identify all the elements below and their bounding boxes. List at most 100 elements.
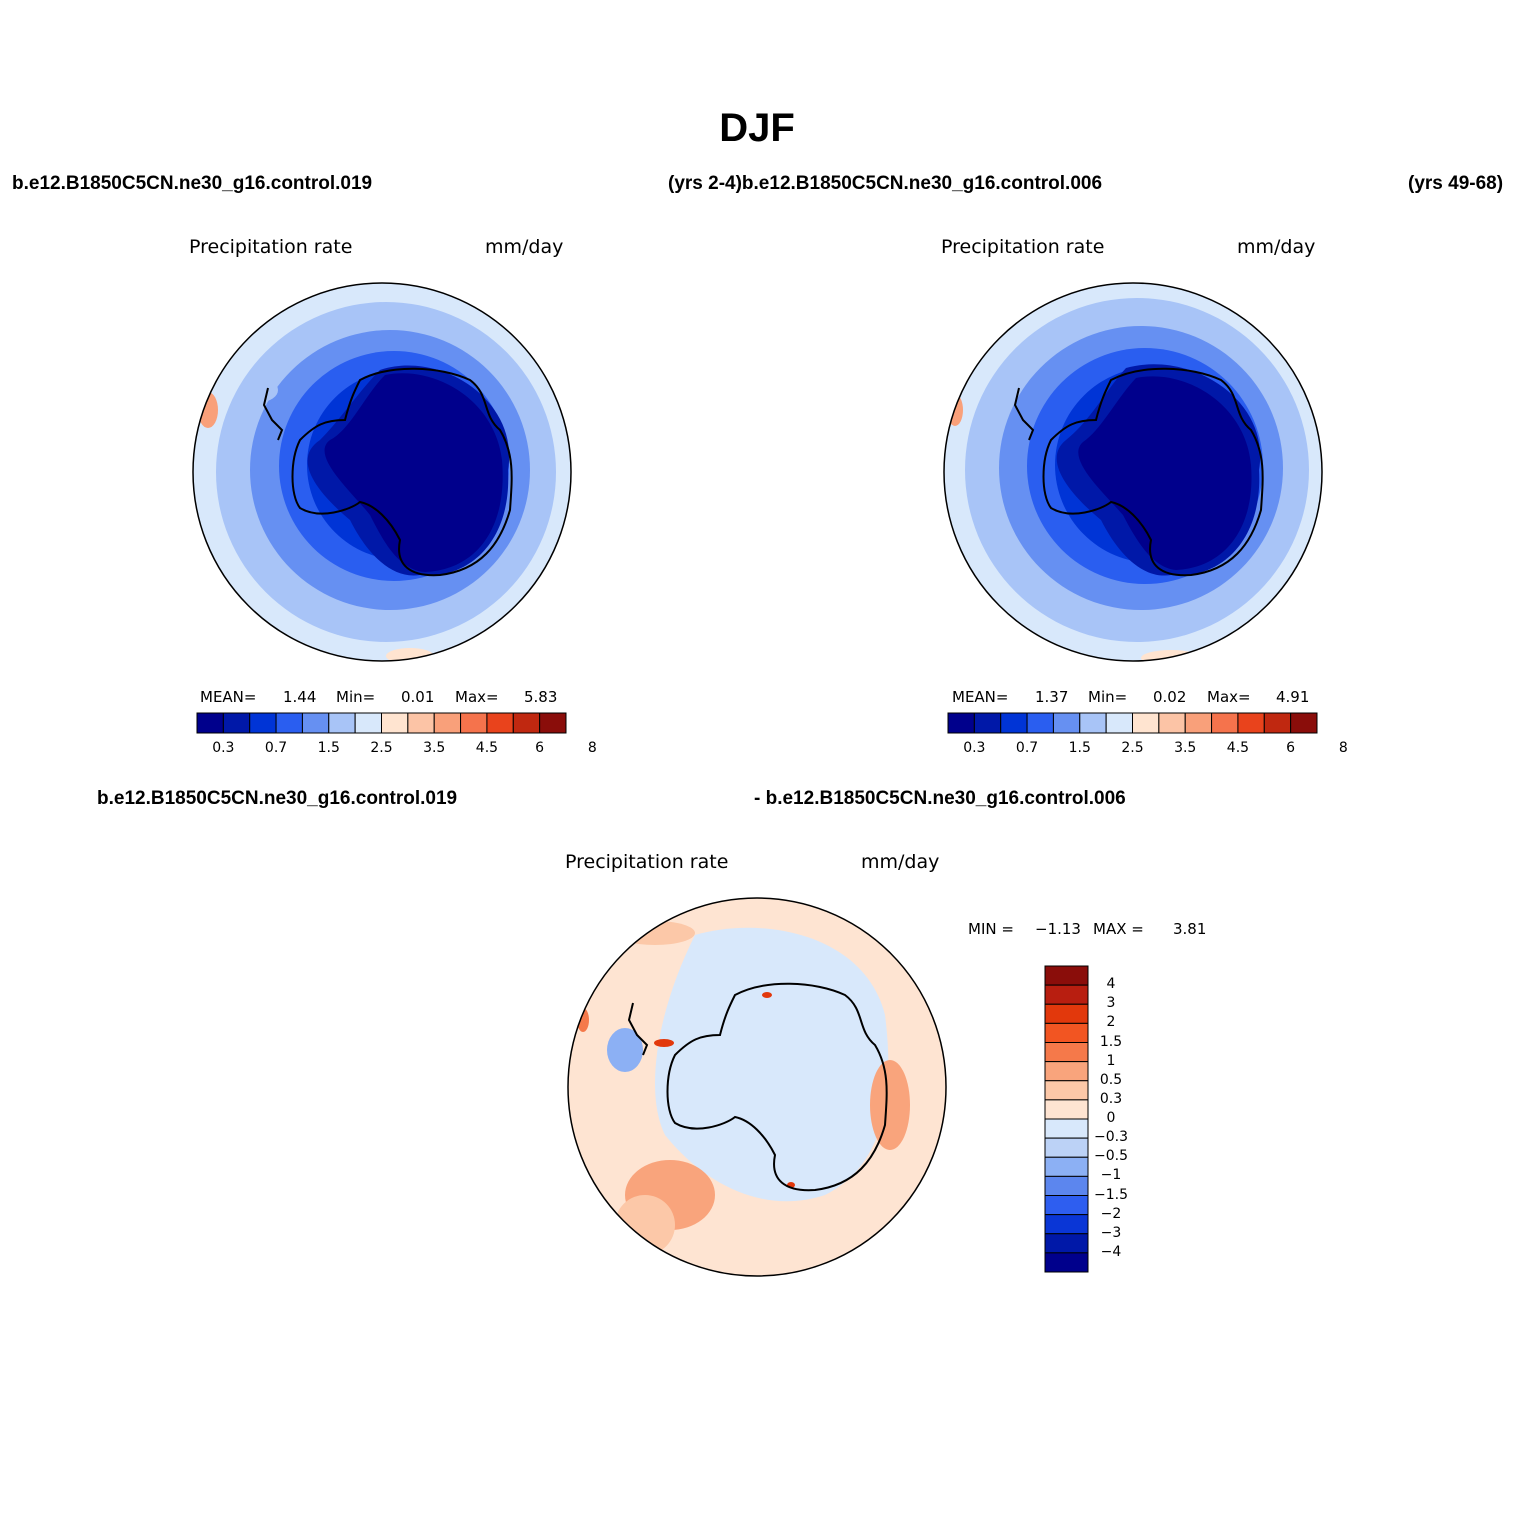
- diff-colorbar-swatch: [1044, 984, 1089, 1005]
- panel2-mean-label: MEAN=: [952, 688, 1009, 706]
- case-a-years: (yrs 2-4)b.e12.B1850C5CN.ne30_g16.contro…: [668, 173, 1102, 195]
- diff-colorbar-swatch: [1044, 1080, 1089, 1101]
- colorbar-swatch: [1237, 712, 1265, 734]
- colorbar-tick-label: 4.5: [475, 740, 499, 756]
- colorbar-swatch: [460, 712, 488, 734]
- colorbar-swatch: [433, 712, 462, 734]
- colorbar-swatch: [1263, 712, 1292, 734]
- colorbar-swatch: [354, 712, 382, 734]
- colorbar-swatch: [196, 712, 224, 734]
- panel1-polar-map: [192, 282, 572, 662]
- diff-colorbar-swatch: [1044, 1022, 1089, 1043]
- colorbar-swatch: [328, 712, 356, 734]
- diff-colorbar-swatch: [1044, 1137, 1089, 1158]
- colorbar-swatch: [275, 712, 303, 734]
- diff-colorbar-tick-label: 4: [1106, 976, 1116, 993]
- colorbar-swatch: [1211, 712, 1239, 734]
- diff-units-label: mm/day: [861, 851, 940, 873]
- panel2-units-label: mm/day: [1237, 236, 1316, 258]
- colorbar-swatch: [249, 712, 277, 734]
- colorbar-tick-label: 6: [535, 740, 545, 756]
- diff-polar-map: [567, 897, 947, 1277]
- diff-colorbar-swatch: [1044, 1061, 1089, 1082]
- panel1-max-value: 5.83: [524, 688, 558, 706]
- panel2-min-value: 0.02: [1153, 688, 1187, 706]
- panel2-max-label: Max=: [1207, 688, 1251, 706]
- colorbar-tick-label: 1.5: [317, 740, 340, 756]
- diff-colorbar-tick-label: −0.5: [1094, 1148, 1128, 1165]
- colorbar-swatch: [301, 712, 330, 734]
- diff-colorbar-tick-label: −1.5: [1094, 1186, 1128, 1203]
- case-a-years-text: (yrs 2-4): [668, 173, 742, 194]
- diff-colorbar-tick-label: −1: [1100, 1167, 1122, 1184]
- panel1-mean-value: 1.44: [283, 688, 317, 706]
- colorbar-swatch: [973, 712, 1002, 734]
- diff-colorbar-swatch: [1044, 1214, 1089, 1235]
- panel2-colorbar: [947, 712, 1318, 734]
- diff-colorbar-swatch: [1044, 1195, 1089, 1216]
- diff-colorbar-tick-label: −3: [1100, 1224, 1122, 1241]
- colorbar-tick-label: 1.5: [1068, 740, 1091, 756]
- colorbar-tick-label: 0.7: [1015, 740, 1039, 756]
- diff-colorbar-tick-label: 1.5: [1099, 1033, 1123, 1050]
- case-b-years: (yrs 49-68): [1408, 173, 1504, 194]
- colorbar-swatch: [222, 712, 251, 734]
- diff-colorbar-tick-label: 0.5: [1099, 1071, 1123, 1088]
- panel1-field-label: Precipitation rate: [189, 236, 353, 258]
- colorbar-swatch: [1026, 712, 1054, 734]
- diff-colorbar-tick-label: −0.3: [1094, 1129, 1128, 1146]
- colorbar-swatch: [1105, 712, 1133, 734]
- panel1-units-label: mm/day: [485, 236, 564, 258]
- diff-colorbar-swatch: [1044, 1175, 1089, 1196]
- diff-max-label: MAX =: [1093, 920, 1144, 938]
- panel1-min-value: 0.01: [401, 688, 435, 706]
- case-a-title: b.e12.B1850C5CN.ne30_g16.control.019: [12, 173, 373, 194]
- colorbar-tick-label: 0.3: [963, 740, 986, 756]
- panel2-min-label: Min=: [1088, 688, 1128, 706]
- diff-colorbar-tick-label: 0: [1106, 1110, 1116, 1126]
- diff-colorbar-swatch: [1044, 1118, 1089, 1139]
- diff-colorbar-swatch: [1044, 1156, 1089, 1177]
- colorbar-tick-label: 4.5: [1226, 740, 1250, 756]
- diff-max-value: 3.81: [1173, 920, 1207, 938]
- panel1-min-label: Min=: [336, 688, 376, 706]
- diff-colorbar-tick-label: 1: [1106, 1052, 1116, 1069]
- panel1-max-label: Max=: [455, 688, 499, 706]
- diff-colorbar-tick-label: −4: [1100, 1243, 1122, 1260]
- colorbar-swatch: [1079, 712, 1107, 734]
- diff-colorbar-swatch: [1044, 965, 1089, 986]
- colorbar-tick-label: 2.5: [1121, 740, 1144, 756]
- colorbar-swatch: [1158, 712, 1186, 734]
- colorbar-tick-label: 0.7: [264, 740, 288, 756]
- case-b-title: b.e12.B1850C5CN.ne30_g16.control.006: [741, 173, 1103, 194]
- diff-case-a-title: b.e12.B1850C5CN.ne30_g16.control.019: [97, 788, 458, 809]
- colorbar-tick-label: 6: [1286, 740, 1296, 756]
- panel2-max-value: 4.91: [1276, 688, 1310, 706]
- panel2-mean-value: 1.37: [1035, 688, 1069, 706]
- colorbar-swatch: [539, 712, 567, 734]
- diff-colorbar-tick-label: 2: [1106, 1014, 1116, 1031]
- diff-field-label: Precipitation rate: [565, 851, 729, 873]
- diff-colorbar-tick-label: 0.3: [1099, 1090, 1123, 1107]
- panel2-field-label: Precipitation rate: [941, 236, 1105, 258]
- colorbar-tick-label: 8: [1338, 740, 1348, 756]
- colorbar-swatch: [947, 712, 975, 734]
- figure-title: DJF: [719, 106, 795, 150]
- colorbar-swatch: [381, 712, 409, 734]
- panel1-mean-label: MEAN=: [200, 688, 257, 706]
- colorbar-swatch: [486, 712, 514, 734]
- colorbar-tick-label: 3.5: [423, 740, 446, 756]
- diff-colorbar-swatch: [1044, 1233, 1089, 1254]
- panel2-polar-map: [943, 282, 1323, 662]
- colorbar-swatch: [1184, 712, 1213, 734]
- colorbar-tick-label: 2.5: [370, 740, 393, 756]
- colorbar-tick-label: 8: [587, 740, 597, 756]
- colorbar-swatch: [1052, 712, 1081, 734]
- diff-colorbar-swatch: [1044, 1099, 1089, 1120]
- colorbar-swatch: [1000, 712, 1028, 734]
- diff-colorbar-tick-label: −2: [1100, 1205, 1122, 1222]
- diff-colorbar-swatch: [1044, 1252, 1089, 1273]
- colorbar-tick-label: 3.5: [1174, 740, 1197, 756]
- colorbar-swatch: [1290, 712, 1318, 734]
- colorbar-swatch: [512, 712, 541, 734]
